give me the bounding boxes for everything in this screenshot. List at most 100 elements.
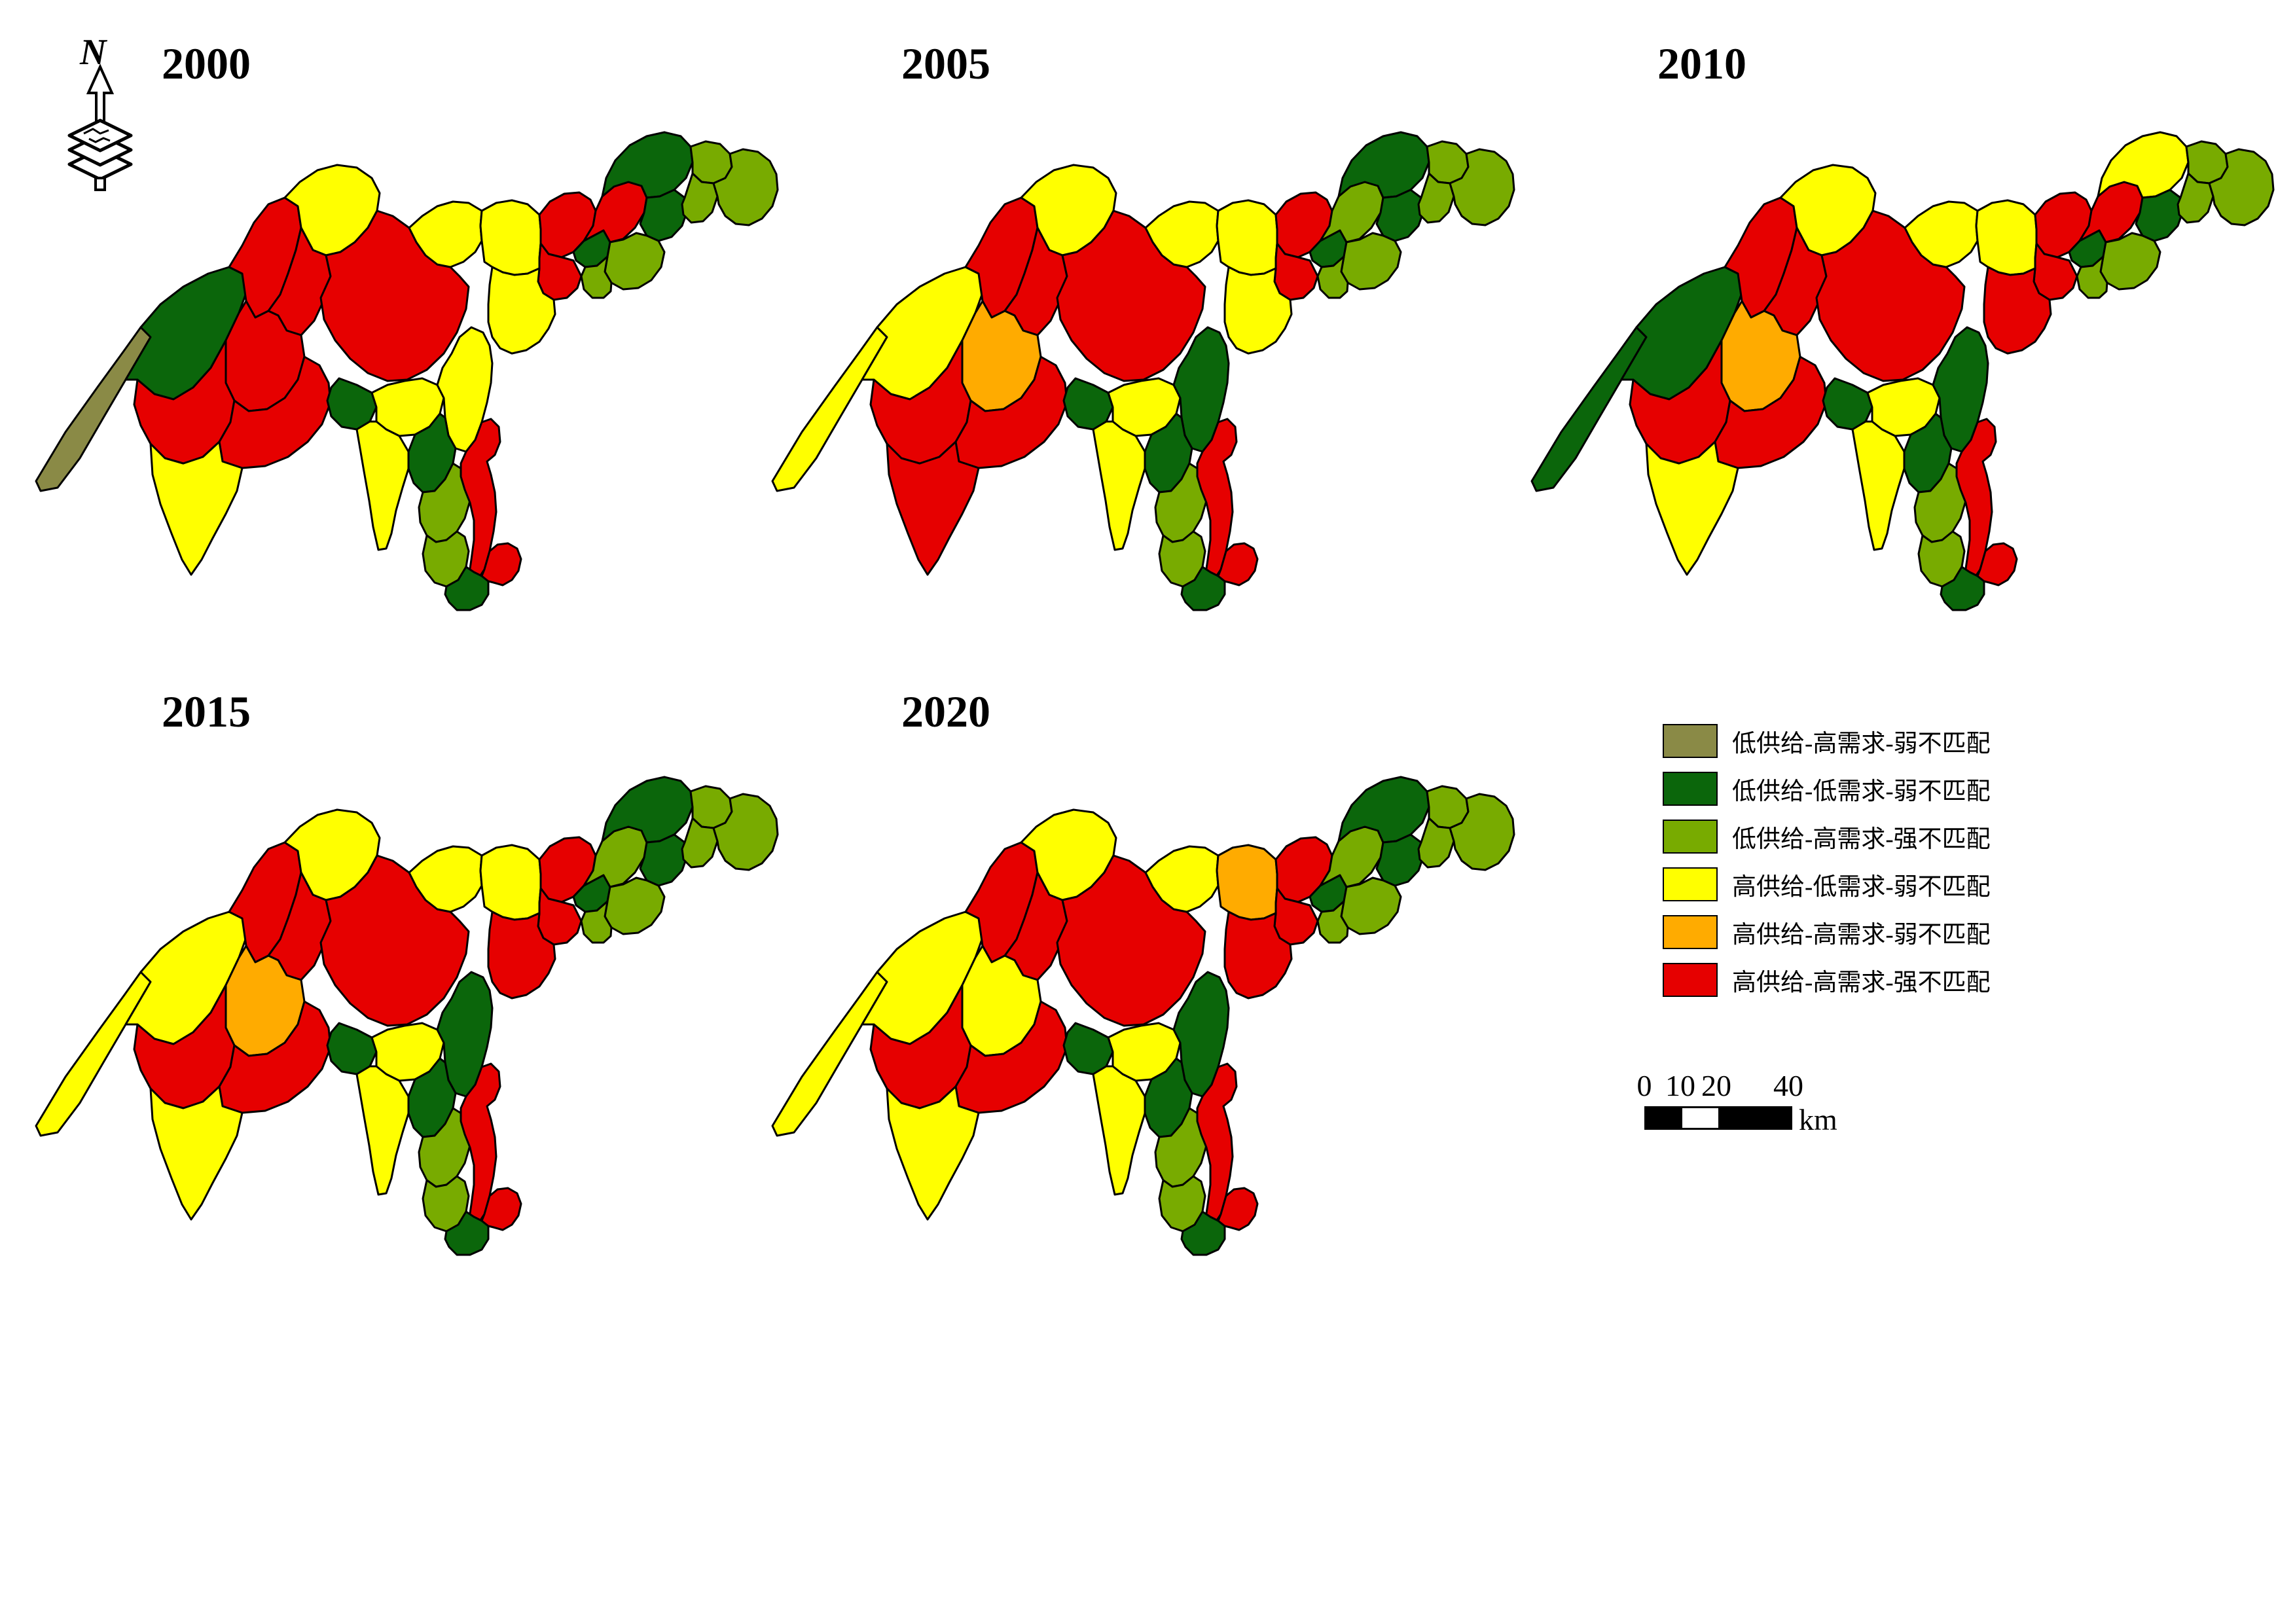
scale-bar-segments [1644, 1106, 1792, 1130]
district-southwest-triangle [149, 1085, 244, 1221]
district-east-gate [479, 844, 542, 921]
legend-label: 低供给-高需求-弱不匹配 [1732, 730, 1991, 757]
district-southwest-triangle [886, 1085, 980, 1221]
scale-unit: km [1799, 1103, 1837, 1136]
north-arrow-letter: N [79, 32, 108, 73]
scale-tick-10: 10 [1665, 1069, 1695, 1102]
district-south-bottom-green [1180, 566, 1226, 611]
legend-swatch-yellow [1663, 867, 1718, 901]
district-center-big-red [319, 854, 470, 1027]
map-svg-2005 [771, 131, 1515, 611]
district-ne-left-light [1316, 900, 1349, 944]
district-south-light-upper [1154, 1107, 1208, 1188]
district-ne-bottom [604, 232, 666, 291]
district-ne-mid-light [1417, 817, 1455, 869]
district-south-light-upper [1154, 462, 1208, 543]
district-south-bottom-red [480, 542, 522, 586]
district-ne-east [2208, 148, 2275, 226]
district-south-ribbon [1955, 418, 1997, 583]
scale-tick-0: 0 [1636, 1069, 1652, 1102]
district-ne-east [1449, 148, 1515, 226]
legend-row: 高供给-高需求-强不匹配 [1663, 956, 2134, 1003]
legend-label: 高供给-高需求-弱不匹配 [1732, 921, 1991, 948]
district-ne-bottom [1340, 876, 1402, 935]
legend-row: 高供给-低需求-弱不匹配 [1663, 860, 2134, 908]
district-ne-mid-green [1375, 189, 1425, 242]
map-svg-2015 [35, 776, 779, 1256]
district-south-hook [355, 1065, 410, 1196]
district-south-bottom-red [1976, 542, 2018, 586]
district-south-bottom-green [1940, 566, 1985, 611]
map-svg-2000 [35, 131, 779, 611]
scale-tick-20: 20 [1701, 1069, 1731, 1102]
map-svg-2020 [771, 776, 1515, 1256]
district-west-strip [771, 326, 888, 492]
north-arrow: N [67, 32, 133, 191]
district-east-flank [1223, 266, 1293, 355]
district-west-strip [35, 971, 152, 1137]
map-title-2015: 2015 [162, 687, 251, 736]
district-south-bottom-red [1217, 542, 1259, 586]
district-ne-left-light [580, 255, 613, 299]
district-center-big-red [1056, 209, 1206, 382]
map-svg-2010 [1530, 131, 2275, 611]
legend-row: 低供给-高需求-强不匹配 [1663, 812, 2134, 860]
district-ne-bottom [1340, 232, 1402, 291]
district-west-strip [1530, 326, 1648, 492]
legend-label: 高供给-低需求-弱不匹配 [1732, 873, 1991, 901]
legend-label: 低供给-高需求-强不匹配 [1732, 825, 1991, 853]
legend-swatch-red [1663, 962, 1718, 997]
district-ne-bottom [604, 876, 666, 935]
legend-row: 低供给-高需求-弱不匹配 [1663, 717, 2134, 765]
district-west-strip [35, 326, 152, 492]
district-south-light-upper [418, 1107, 471, 1188]
legend-row: 低供给-低需求-弱不匹配 [1663, 765, 2134, 812]
district-east-flank [487, 266, 556, 355]
district-south-bottom-green [444, 1210, 490, 1256]
district-east-gate [1216, 844, 1278, 921]
district-south-hook [1851, 420, 1906, 551]
district-west-strip [771, 971, 888, 1137]
district-southwest-triangle [886, 441, 980, 576]
legend-label: 低供给-低需求-弱不匹配 [1732, 778, 1991, 805]
district-east-flank [1983, 266, 2052, 355]
district-south-hook [1092, 1065, 1146, 1196]
district-south-bottom-red [480, 1187, 522, 1231]
district-ne-east [712, 148, 779, 226]
district-center-big-red [319, 209, 470, 382]
district-ne-east [712, 793, 779, 871]
district-ne-left-light [1316, 255, 1349, 299]
district-ne-mid-light [1417, 172, 1455, 224]
district-east-gate [479, 199, 542, 276]
district-center-big-red [1056, 854, 1206, 1027]
district-ne-mid-light [681, 817, 719, 869]
legend-label: 高供给-高需求-强不匹配 [1732, 969, 1991, 996]
north-arrow-layers-icon [67, 118, 133, 181]
district-ne-mid-green [639, 189, 689, 242]
district-east-gate [1975, 199, 2038, 276]
district-south-bottom-red [1217, 1187, 1259, 1231]
map-title-2020: 2020 [901, 687, 990, 736]
district-east-flank [1223, 911, 1293, 1000]
district-southwest-triangle [1645, 441, 1739, 576]
legend-swatch-light-green [1663, 819, 1718, 854]
district-ne-mid-green [1375, 833, 1425, 887]
district-center-big-red [1815, 209, 1966, 382]
north-arrow-tail [94, 177, 106, 191]
district-ne-left-light [580, 900, 613, 944]
legend-swatch-dark-green [1663, 771, 1718, 806]
map-title-2010: 2010 [1657, 39, 1746, 88]
district-south-bottom-green [444, 566, 490, 611]
district-ne-east [1449, 793, 1515, 871]
district-east-gate [1216, 199, 1278, 276]
map-title-2000: 2000 [162, 39, 251, 88]
legend: 低供给-高需求-弱不匹配 低供给-低需求-弱不匹配 低供给-高需求-强不匹配 高… [1663, 717, 2134, 1003]
district-ne-mid-light [2177, 172, 2214, 224]
district-ne-bottom [2099, 232, 2161, 291]
district-ne-left-light [2076, 255, 2108, 299]
district-ne-mid-green [639, 833, 689, 887]
scale-bar-white-segment [1682, 1108, 1718, 1128]
district-south-light-upper [418, 462, 471, 543]
district-south-ribbon [460, 418, 501, 583]
